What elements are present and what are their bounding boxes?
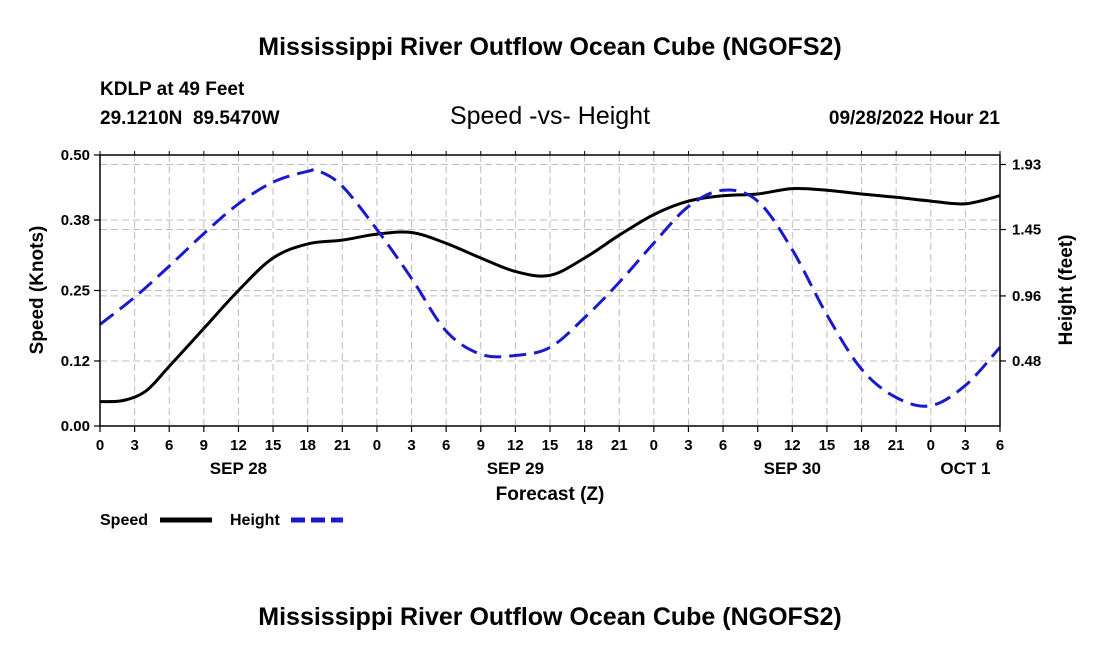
chart-title: Speed -vs- Height: [450, 102, 650, 130]
legend-label-height: Height: [230, 512, 280, 529]
y-axis-left-title: Speed (Knots): [27, 226, 48, 355]
station-coords: 29.1210N 89.5470W: [100, 108, 280, 129]
series-lines: [99, 168, 1002, 408]
x-tick-label: 0: [96, 437, 104, 454]
x-tick-label: 0: [373, 437, 381, 454]
y-left-tick-label: 0.25: [61, 283, 90, 300]
legend: Speed Height: [100, 512, 343, 529]
x-tick-label: 15: [265, 437, 282, 454]
page-title: Mississippi River Outflow Ocean Cube (NG…: [258, 33, 841, 61]
x-tick-label: 6: [996, 437, 1004, 454]
y-right-tick-label: 1.45: [1012, 222, 1041, 239]
y-left-tick-label: 0.12: [61, 353, 90, 370]
footer-title: Mississippi River Outflow Ocean Cube (NG…: [258, 603, 841, 631]
y-left-tick-label: 0.00: [61, 418, 90, 435]
series-line-speed: [99, 186, 1001, 404]
date-label: SEP 29: [487, 459, 544, 478]
x-tick-label: 18: [576, 437, 593, 454]
x-tick-label: 0: [927, 437, 935, 454]
forecast-timestamp: 09/28/2022 Hour 21: [829, 108, 1001, 129]
x-tick-label: 18: [853, 437, 870, 454]
x-tick-label: 21: [888, 437, 905, 454]
x-tick-label: 3: [684, 437, 692, 454]
x-tick-label: 21: [611, 437, 628, 454]
x-tick-label: 6: [719, 437, 727, 454]
x-tick-label: 15: [819, 437, 836, 454]
y-left-tick-label: 0.38: [61, 212, 90, 229]
x-tick-label: 15: [542, 437, 559, 454]
y-right-tick-label: 1.93: [1012, 156, 1041, 173]
x-tick-label: 3: [961, 437, 969, 454]
x-tick-label: 6: [442, 437, 450, 454]
x-tick-label: 0: [650, 437, 658, 454]
x-tick-label: 9: [754, 437, 762, 454]
x-tick-label: 6: [165, 437, 173, 454]
x-tick-label: 12: [507, 437, 524, 454]
y-left-tick-label: 0.50: [61, 147, 90, 164]
x-tick-label: 9: [200, 437, 208, 454]
station-name: KDLP at 49 Feet: [100, 79, 245, 100]
x-tick-label: 18: [299, 437, 316, 454]
x-tick-label: 12: [230, 437, 247, 454]
date-label: SEP 28: [210, 459, 267, 478]
axis-ticks: 0 3 6 9 12 15 18 21 0 3 6 9 12 15 18 21 0 3 6 9 12 15 18 21 0 3 6 S…: [61, 147, 1041, 478]
x-tick-label: 9: [477, 437, 485, 454]
x-tick-label: 21: [334, 437, 351, 454]
y-right-tick-label: 0.48: [1012, 353, 1041, 370]
x-tick-label: 3: [130, 437, 138, 454]
x-tick-label: 3: [407, 437, 415, 454]
grid-lines: [100, 155, 1000, 426]
x-axis-title: Forecast (Z): [496, 484, 605, 505]
y-right-tick-label: 0.96: [1012, 288, 1041, 305]
date-label: OCT 1: [940, 459, 990, 478]
x-tick-label: 12: [784, 437, 801, 454]
legend-label-speed: Speed: [100, 512, 148, 529]
series-line-height: [99, 168, 1002, 408]
y-axis-right-title: Height (feet): [1056, 235, 1077, 346]
date-label: SEP 30: [764, 459, 821, 478]
